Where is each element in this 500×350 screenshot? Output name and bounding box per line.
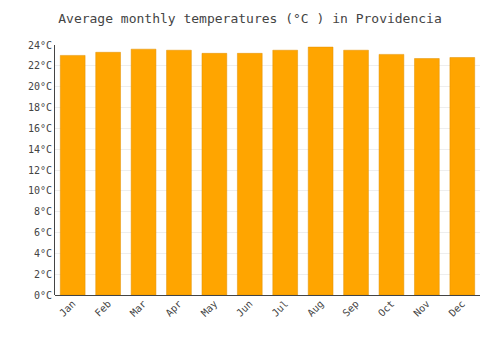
svg-text:2°C: 2°C — [34, 269, 52, 280]
svg-text:16°C: 16°C — [28, 123, 52, 134]
svg-text:24°C: 24°C — [28, 40, 52, 51]
svg-text:0°C: 0°C — [34, 290, 52, 301]
svg-text:Jun: Jun — [234, 298, 255, 319]
svg-text:8°C: 8°C — [34, 206, 52, 217]
svg-text:Dec: Dec — [447, 298, 468, 319]
svg-text:Mar: Mar — [128, 298, 149, 319]
svg-text:14°C: 14°C — [28, 144, 52, 155]
svg-text:18°C: 18°C — [28, 102, 52, 113]
svg-text:Aug: Aug — [305, 298, 326, 319]
svg-text:May: May — [199, 298, 220, 319]
svg-text:20°C: 20°C — [28, 81, 52, 92]
svg-text:Apr: Apr — [163, 298, 184, 319]
svg-text:Average monthly temperatures (: Average monthly temperatures (°C ) in Pr… — [58, 11, 442, 26]
svg-text:Sep: Sep — [340, 298, 361, 319]
svg-text:Jan: Jan — [57, 298, 78, 319]
svg-text:Nov: Nov — [411, 298, 432, 319]
svg-text:22°C: 22°C — [28, 60, 52, 71]
svg-text:Jul: Jul — [270, 298, 291, 319]
svg-text:4°C: 4°C — [34, 248, 52, 259]
svg-text:6°C: 6°C — [34, 227, 52, 238]
svg-text:Feb: Feb — [93, 298, 114, 319]
svg-text:10°C: 10°C — [28, 185, 52, 196]
svg-text:12°C: 12°C — [28, 165, 52, 176]
svg-text:Oct: Oct — [376, 298, 397, 319]
